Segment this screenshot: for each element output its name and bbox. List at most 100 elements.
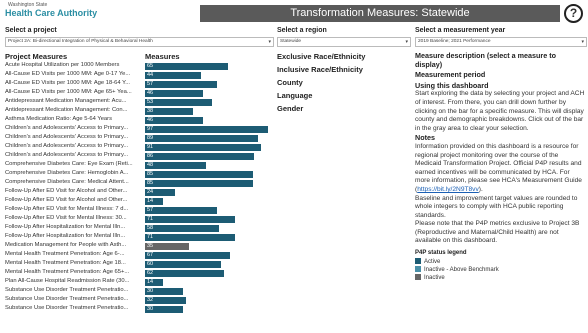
measure-name[interactable]: Antidepressant Medication Management: Co…	[5, 107, 128, 113]
bar-label: 86	[147, 152, 154, 159]
bar-label: 85	[147, 179, 154, 186]
dropdown-value: Project 2A: Bi-directional Integration o…	[8, 39, 153, 44]
bar-label: 60	[147, 260, 154, 267]
measure-name[interactable]: Substance Use Disorder Treatment Penetra…	[5, 305, 129, 311]
bar[interactable]	[145, 179, 253, 187]
bar-label: 14	[147, 278, 154, 285]
bar[interactable]	[145, 242, 190, 250]
bar-label: 35	[147, 242, 154, 249]
measure-name[interactable]: Follow-Up After ED Visit for Alcohol and…	[5, 197, 128, 203]
dropdown[interactable]: Project 2A: Bi-directional Integration o…	[5, 37, 274, 47]
measure-name[interactable]: Children's and Adolescents' Access to Pr…	[5, 152, 129, 158]
bar-label: 30	[147, 305, 154, 312]
notes-text: Information provided on this dashboard i…	[415, 143, 585, 195]
dropdown-arrow: ▾	[581, 39, 584, 45]
bar[interactable]	[145, 296, 186, 304]
measure-name[interactable]: Antidepressant Medication Management: Ac…	[5, 98, 127, 104]
measure-name[interactable]: Follow-Up After ED Visit for Alcohol and…	[5, 188, 128, 194]
dropdown[interactable]: Statewide ▾	[277, 37, 411, 47]
bar[interactable]	[145, 269, 224, 277]
logo-small: Washington State	[8, 2, 48, 8]
bar[interactable]	[145, 125, 269, 133]
bar[interactable]	[145, 224, 219, 232]
measure-name[interactable]: All-Cause ED Visits per 1000 MM: Age 0-1…	[5, 71, 131, 77]
bar-label: 89	[147, 134, 154, 141]
legend-swatch	[415, 265, 421, 272]
notes-link[interactable]: https://bit.ly/2N9T8vv	[417, 185, 479, 193]
legend-label: Inactive - Above Benchmark	[424, 266, 499, 273]
bar[interactable]	[145, 152, 255, 160]
bar[interactable]	[145, 98, 213, 106]
description-panel: Measure description (select a measure to…	[415, 51, 585, 282]
filter-label: Select a region	[277, 27, 327, 34]
dropdown[interactable]: 2019 Baseline; 2021 Performance ▾	[415, 37, 587, 47]
measure-name[interactable]: Follow-Up After ED Visit for Mental Illn…	[5, 206, 129, 212]
measure-name[interactable]: Asthma Medication Ratio: Age 5-64 Years	[5, 116, 112, 122]
bar[interactable]	[145, 197, 163, 205]
bar[interactable]	[145, 62, 228, 70]
legend-swatch	[415, 257, 421, 264]
legend-item: Inactive - Above Benchmark	[415, 265, 585, 274]
notes-heading: Notes	[415, 133, 435, 143]
bar[interactable]	[145, 170, 253, 178]
bar-label: 38	[147, 107, 154, 114]
using-heading: Using this dashboard	[415, 80, 489, 90]
measure-name[interactable]: Children's and Adolescents' Access to Pr…	[5, 125, 129, 131]
measure-name[interactable]: Substance Use Disorder Treatment Penetra…	[5, 287, 129, 293]
title: Transformation Measures: Statewide	[200, 5, 560, 22]
bar-label: 24	[147, 188, 154, 195]
bar-label: 97	[147, 125, 154, 132]
measure-name[interactable]: Comprehensive Diabetes Care: Medical Att…	[5, 179, 129, 185]
bar-label: 71	[147, 215, 154, 222]
bar[interactable]	[145, 305, 184, 313]
filter-label: Select a project	[5, 27, 57, 34]
bar[interactable]	[145, 233, 236, 241]
bar-label: 57	[147, 80, 154, 87]
bar[interactable]	[145, 188, 176, 196]
bar-label: 46	[147, 89, 154, 96]
measure-name[interactable]: Mental Health Treatment Penetration: Age…	[5, 260, 126, 266]
bar[interactable]	[145, 161, 206, 169]
notes-text: Baseline and improvement target values a…	[415, 194, 578, 219]
breakdown: County	[277, 78, 303, 87]
measure-name[interactable]: Children's and Adolescents' Access to Pr…	[5, 134, 129, 140]
measure-name[interactable]: Mental Health Treatment Penetration: Age…	[5, 269, 130, 275]
bar-label: 62	[147, 269, 154, 276]
bar[interactable]	[145, 206, 218, 214]
help-button[interactable]: ?	[564, 4, 583, 23]
bar[interactable]	[145, 260, 222, 268]
bar[interactable]	[145, 215, 236, 223]
measure-name[interactable]: Follow-Up After Hospitalization for Ment…	[5, 233, 126, 239]
bar[interactable]	[145, 71, 201, 79]
bar-label: 14	[147, 197, 154, 204]
measure-name[interactable]: Children's and Adolescents' Access to Pr…	[5, 143, 129, 149]
bar-label: 85	[147, 170, 154, 177]
bar[interactable]	[145, 278, 163, 286]
measure-name[interactable]: All-Cause ED Visits per 1000 MM: Age 65+…	[5, 89, 132, 95]
measure-name[interactable]: Follow-Up After Hospitalization for Ment…	[5, 224, 126, 230]
measure-name[interactable]: Medication Management for People with As…	[5, 242, 127, 248]
bar[interactable]	[145, 89, 204, 97]
bar[interactable]	[145, 287, 184, 295]
bar-label: 67	[147, 251, 154, 258]
bar[interactable]	[145, 134, 259, 142]
dropdown-value: Statewide	[280, 39, 302, 44]
bar[interactable]	[145, 107, 194, 115]
notes-text: Please note that the P4P metrics exclusi…	[415, 220, 580, 245]
measure-name[interactable]: Plan All-Cause Hospital Readmission Rate…	[5, 278, 130, 284]
measure-name[interactable]: Follow-Up After ED Visit for Mental Illn…	[5, 215, 127, 221]
bar[interactable]	[145, 143, 261, 151]
measure-name[interactable]: Acute Hospital Utilization per 1000 Memb…	[5, 62, 120, 68]
measure-name[interactable]: Comprehensive Diabetes Care: Eye Exam (R…	[5, 161, 133, 167]
bar[interactable]	[145, 116, 204, 124]
bar-label: 57	[147, 206, 154, 213]
notes-after: ).	[478, 185, 483, 193]
measure-name[interactable]: Substance Use Disorder Treatment Penetra…	[5, 296, 129, 302]
measure-name[interactable]: Mental Health Treatment Penetration: Age…	[5, 251, 125, 257]
measure-name[interactable]: Comprehensive Diabetes Care: Hemoglobin …	[5, 170, 129, 176]
bar[interactable]	[145, 80, 218, 88]
bar-label: 32	[147, 296, 154, 303]
breakdown: Exclusive Race/Ethnicity	[277, 52, 366, 61]
bar[interactable]	[145, 251, 231, 259]
measure-name[interactable]: All-Cause ED Visits per 1000 MM: Age 18-…	[5, 80, 131, 86]
